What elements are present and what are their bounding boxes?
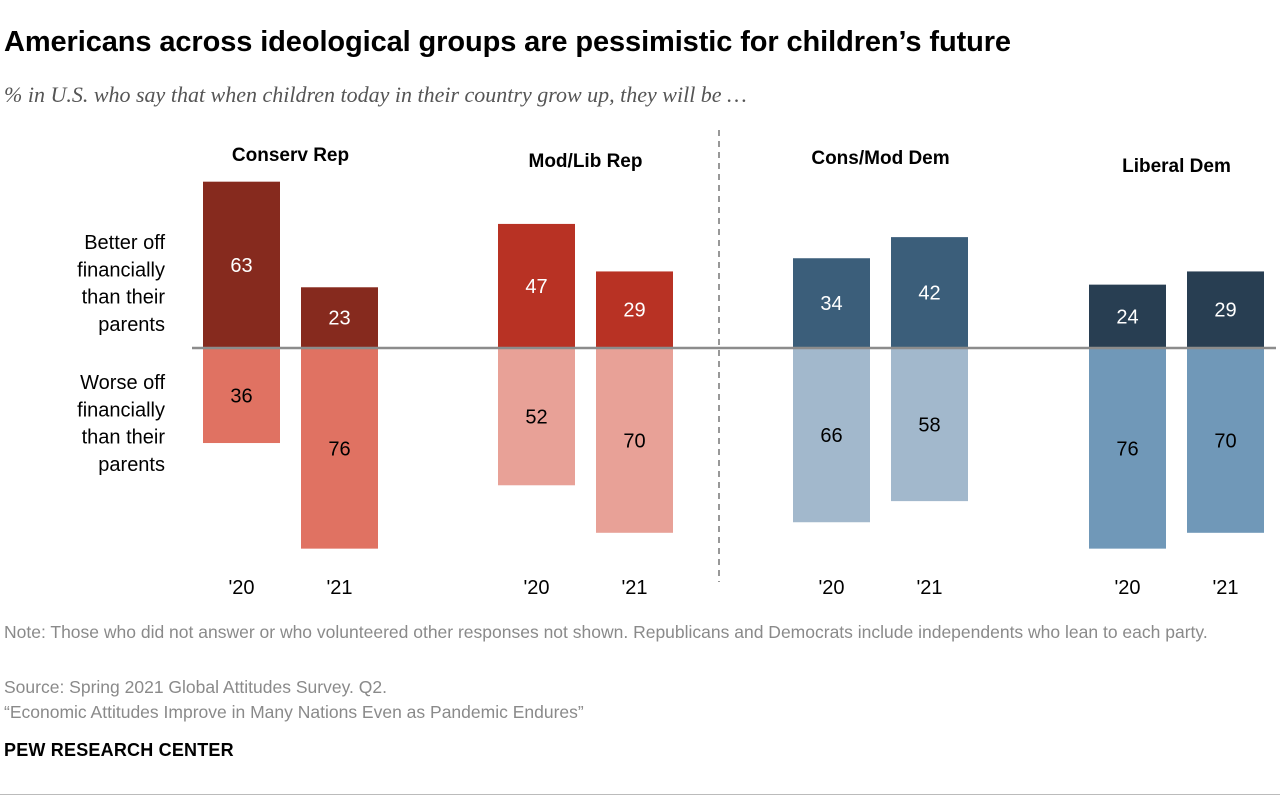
bar-worse [596, 348, 673, 533]
better-row-label-line: financially [77, 259, 165, 281]
bar-worse [1089, 348, 1166, 549]
bar-worse [498, 348, 575, 486]
x-tick-label: '21 [621, 577, 647, 599]
brand-label: PEW RESEARCH CENTER [4, 740, 234, 760]
bar-worse [203, 348, 280, 444]
data-label-better: 42 [918, 283, 940, 305]
data-label-better: 23 [328, 308, 350, 330]
diverging-bar-chart: Better off financially than their parents Wo… [77, 130, 1276, 599]
bar-better [301, 287, 378, 348]
data-label-worse: 76 [328, 438, 350, 460]
bar-worse [301, 348, 378, 549]
better-row-label-line: Better off [84, 232, 165, 254]
x-tick-label: '20 [1114, 577, 1140, 599]
group-title: Conserv Rep [232, 145, 349, 166]
data-label-better: 24 [1116, 306, 1138, 328]
data-label-better: 29 [623, 300, 645, 322]
source-line: Source: Spring 2021 Global Attitudes Sur… [4, 677, 387, 697]
data-label-worse: 66 [820, 425, 842, 447]
group-title: Mod/Lib Rep [529, 151, 643, 172]
x-tick-label: '21 [326, 577, 352, 599]
worse-row-label-line: Worse off [80, 372, 165, 394]
x-tick-label: '20 [523, 577, 549, 599]
bar-better [203, 181, 280, 348]
x-tick-label: '21 [1212, 577, 1238, 599]
worse-row-label-line: than their [82, 427, 166, 449]
group-title: Liberal Dem [1122, 156, 1231, 177]
better-row-label-line: parents [98, 314, 165, 336]
data-label-worse: 58 [918, 415, 940, 437]
chart-subtitle: % in U.S. who say that when children tod… [4, 82, 747, 107]
bar-worse [891, 348, 968, 502]
bar-better [891, 237, 968, 348]
report-title: “Economic Attitudes Improve in Many Nati… [4, 702, 584, 722]
data-label-worse: 70 [623, 430, 645, 452]
data-label-worse: 70 [1214, 430, 1236, 452]
bar-better [498, 223, 575, 348]
data-label-better: 34 [820, 293, 842, 315]
footnote: Note: Those who did not answer or who vo… [4, 622, 1208, 642]
data-label-worse: 52 [525, 407, 547, 429]
better-row-label-line: than their [82, 287, 166, 309]
bar-better [596, 271, 673, 348]
data-label-better: 63 [230, 255, 252, 277]
data-label-worse: 36 [230, 386, 252, 408]
data-label-better: 47 [525, 276, 547, 298]
bar-worse [793, 348, 870, 523]
bar-better [1089, 284, 1166, 348]
x-tick-label: '20 [228, 577, 254, 599]
data-label-better: 29 [1214, 300, 1236, 322]
x-tick-label: '20 [818, 577, 844, 599]
x-tick-label: '21 [916, 577, 942, 599]
group-title: Cons/Mod Dem [811, 148, 949, 169]
bar-better [1187, 271, 1264, 348]
bar-better [793, 258, 870, 348]
worse-row-label-line: parents [98, 454, 165, 476]
bar-worse [1187, 348, 1264, 533]
bottom-rule [0, 794, 1280, 795]
data-label-worse: 76 [1116, 438, 1138, 460]
worse-row-label-line: financially [77, 399, 165, 421]
chart-title: Americans across ideological groups are … [4, 26, 1011, 58]
